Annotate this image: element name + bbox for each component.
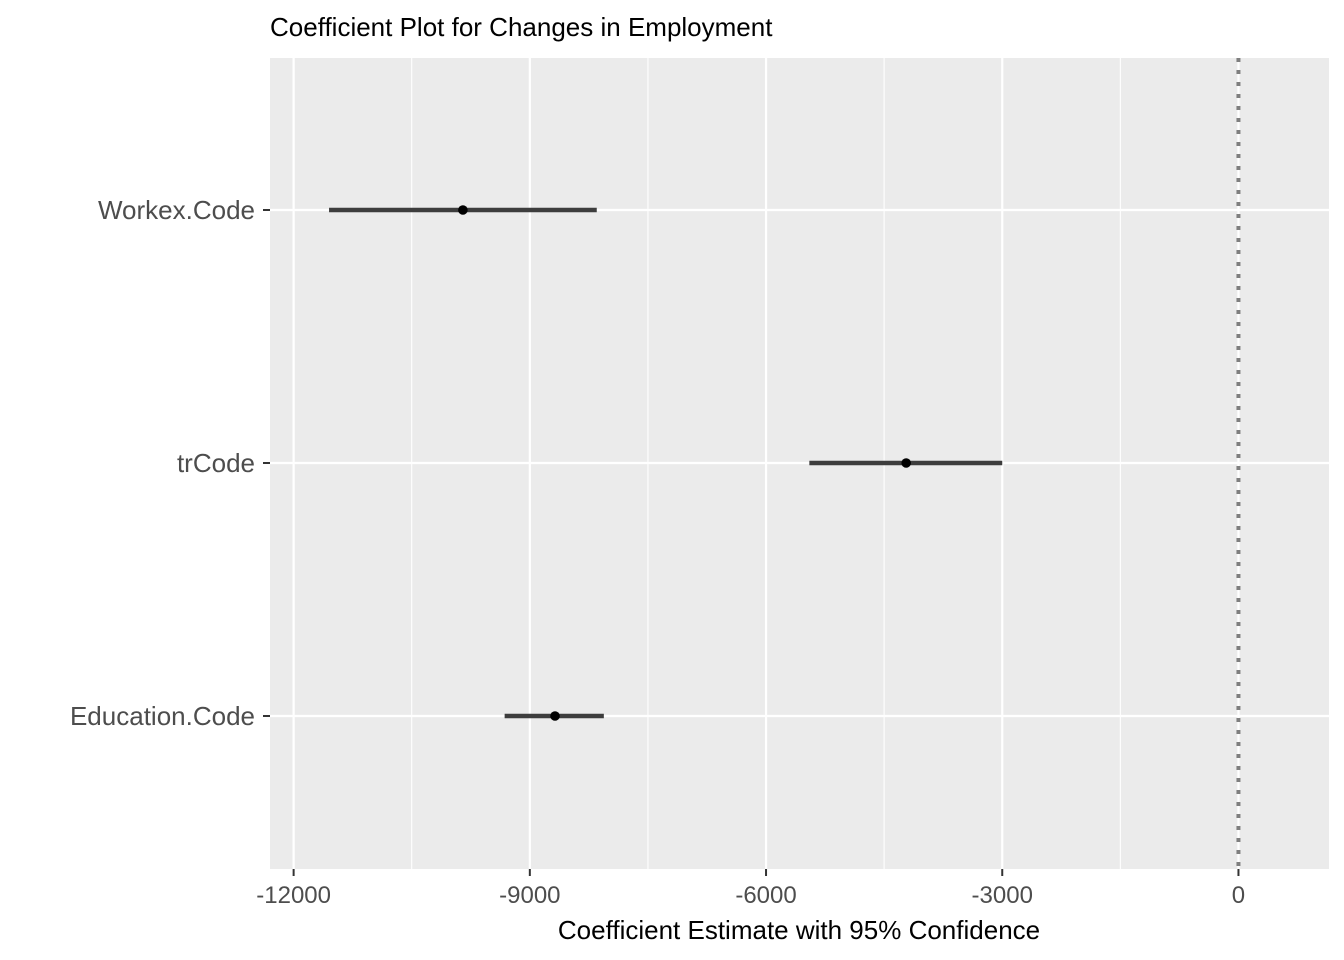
chart-title: Coefficient Plot for Changes in Employme… — [270, 12, 773, 42]
estimate-points — [458, 205, 911, 721]
x-axis: -12000 -9000 -6000 -3000 0 — [256, 869, 1245, 909]
y-tick-label: trCode — [177, 448, 255, 478]
x-tick-label: -9000 — [499, 882, 560, 909]
x-tick-label: 0 — [1232, 882, 1245, 909]
point-education-code — [550, 711, 560, 721]
y-tick-label: Education.Code — [70, 701, 255, 731]
x-axis-title: Coefficient Estimate with 95% Confidence — [558, 915, 1040, 945]
y-axis: Workex.Code trCode Education.Code — [70, 195, 270, 731]
x-tick-label: -3000 — [972, 882, 1033, 909]
point-workex-code — [458, 205, 468, 215]
point-trcode — [901, 458, 911, 468]
x-tick-label: -12000 — [256, 882, 331, 909]
y-tick-label: Workex.Code — [98, 195, 255, 225]
x-tick-label: -6000 — [735, 882, 796, 909]
